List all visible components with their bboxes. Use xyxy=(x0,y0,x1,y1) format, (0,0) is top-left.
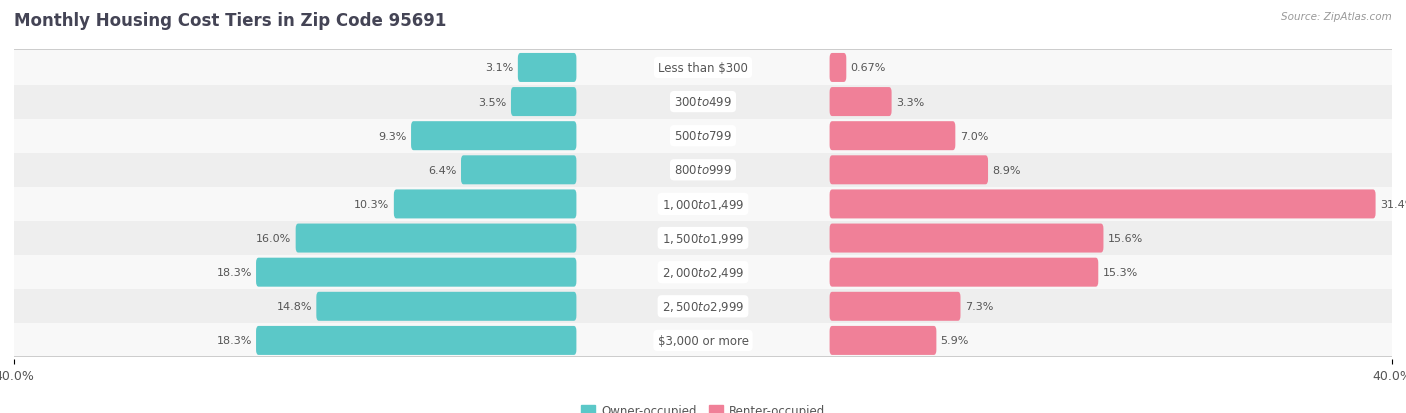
FancyBboxPatch shape xyxy=(256,326,576,355)
FancyBboxPatch shape xyxy=(830,326,936,355)
FancyBboxPatch shape xyxy=(14,290,1392,323)
FancyBboxPatch shape xyxy=(830,88,891,117)
Text: $1,500 to $1,999: $1,500 to $1,999 xyxy=(662,232,744,245)
Text: 9.3%: 9.3% xyxy=(378,131,406,141)
FancyBboxPatch shape xyxy=(14,85,1392,119)
Text: $1,000 to $1,499: $1,000 to $1,499 xyxy=(662,197,744,211)
FancyBboxPatch shape xyxy=(295,224,576,253)
Text: 14.8%: 14.8% xyxy=(277,301,312,311)
Text: 31.4%: 31.4% xyxy=(1379,199,1406,209)
FancyBboxPatch shape xyxy=(14,221,1392,256)
FancyBboxPatch shape xyxy=(830,122,955,151)
Text: $3,000 or more: $3,000 or more xyxy=(658,334,748,347)
Text: $2,000 to $2,499: $2,000 to $2,499 xyxy=(662,266,744,280)
Text: $2,500 to $2,999: $2,500 to $2,999 xyxy=(662,299,744,313)
Text: 8.9%: 8.9% xyxy=(993,166,1021,176)
Text: 15.3%: 15.3% xyxy=(1102,268,1137,278)
FancyBboxPatch shape xyxy=(517,54,576,83)
FancyBboxPatch shape xyxy=(14,323,1392,358)
Text: 7.3%: 7.3% xyxy=(965,301,993,311)
FancyBboxPatch shape xyxy=(830,54,846,83)
Text: Source: ZipAtlas.com: Source: ZipAtlas.com xyxy=(1281,12,1392,22)
Text: 3.3%: 3.3% xyxy=(896,97,924,107)
FancyBboxPatch shape xyxy=(830,224,1104,253)
Text: Monthly Housing Cost Tiers in Zip Code 95691: Monthly Housing Cost Tiers in Zip Code 9… xyxy=(14,12,447,30)
Text: 7.0%: 7.0% xyxy=(960,131,988,141)
Text: $300 to $499: $300 to $499 xyxy=(673,96,733,109)
Text: 18.3%: 18.3% xyxy=(217,268,252,278)
Text: $800 to $999: $800 to $999 xyxy=(673,164,733,177)
FancyBboxPatch shape xyxy=(830,190,1375,219)
Text: 5.9%: 5.9% xyxy=(941,336,969,346)
Text: 18.3%: 18.3% xyxy=(217,336,252,346)
FancyBboxPatch shape xyxy=(256,258,576,287)
FancyBboxPatch shape xyxy=(830,258,1098,287)
FancyBboxPatch shape xyxy=(14,119,1392,153)
FancyBboxPatch shape xyxy=(411,122,576,151)
Text: 10.3%: 10.3% xyxy=(354,199,389,209)
FancyBboxPatch shape xyxy=(461,156,576,185)
Text: 15.6%: 15.6% xyxy=(1108,233,1143,243)
Text: 6.4%: 6.4% xyxy=(429,166,457,176)
Text: $500 to $799: $500 to $799 xyxy=(673,130,733,143)
FancyBboxPatch shape xyxy=(394,190,576,219)
Text: 0.67%: 0.67% xyxy=(851,63,886,73)
FancyBboxPatch shape xyxy=(510,88,576,117)
FancyBboxPatch shape xyxy=(14,51,1392,85)
FancyBboxPatch shape xyxy=(14,256,1392,290)
Text: 3.1%: 3.1% xyxy=(485,63,513,73)
FancyBboxPatch shape xyxy=(14,153,1392,188)
FancyBboxPatch shape xyxy=(830,156,988,185)
FancyBboxPatch shape xyxy=(830,292,960,321)
FancyBboxPatch shape xyxy=(316,292,576,321)
Legend: Owner-occupied, Renter-occupied: Owner-occupied, Renter-occupied xyxy=(576,399,830,413)
Text: 3.5%: 3.5% xyxy=(478,97,506,107)
Text: Less than $300: Less than $300 xyxy=(658,62,748,75)
FancyBboxPatch shape xyxy=(14,188,1392,221)
Text: 16.0%: 16.0% xyxy=(256,233,291,243)
